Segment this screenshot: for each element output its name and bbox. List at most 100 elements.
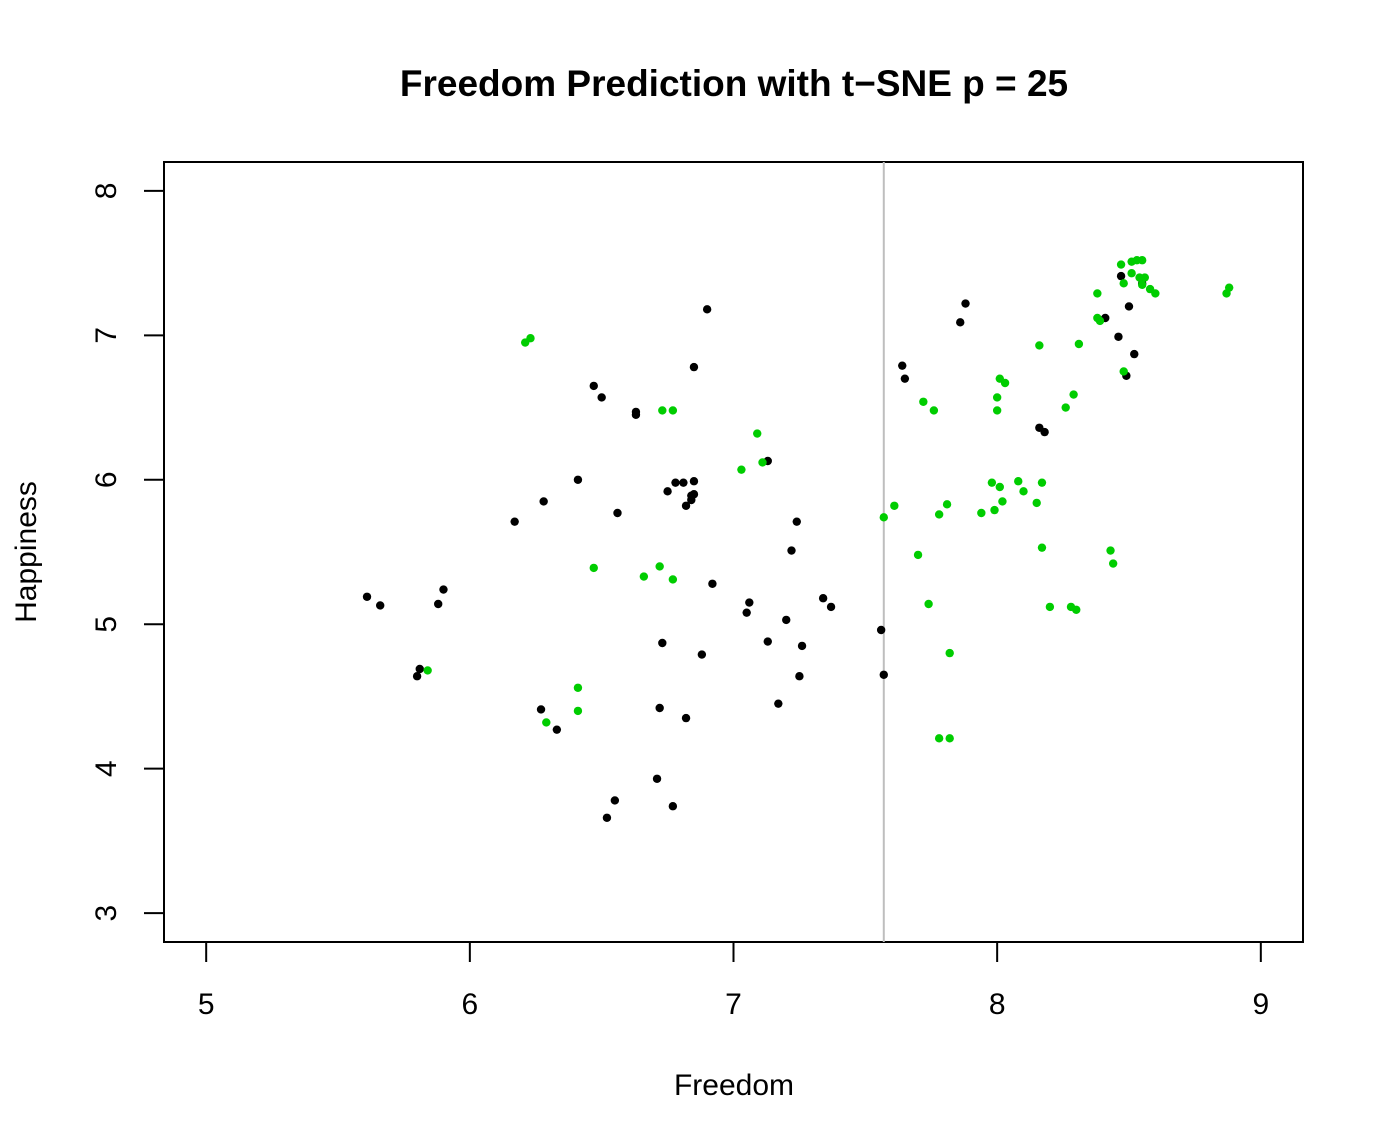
point-green [1072, 605, 1081, 614]
point-black [668, 802, 678, 811]
point-black [362, 592, 372, 601]
y-tick-label: 3 [90, 905, 123, 922]
point-green [668, 406, 678, 415]
point-green [737, 465, 746, 474]
point-black [671, 478, 680, 487]
point-black [1040, 427, 1049, 437]
point-black [439, 585, 448, 594]
point-black [689, 362, 699, 372]
point-green [1137, 280, 1147, 289]
x-tick-label: 8 [989, 988, 1006, 1021]
point-green [589, 563, 598, 573]
point-black [956, 318, 965, 327]
point-black [763, 637, 772, 646]
point-green [1035, 341, 1044, 350]
point-green [1061, 403, 1070, 412]
point-green [1116, 260, 1126, 269]
point-black [681, 501, 691, 510]
point-green [1045, 602, 1055, 612]
point-black [697, 650, 707, 659]
point-black [795, 672, 804, 681]
point-green [1019, 487, 1028, 496]
point-black [818, 594, 828, 603]
point-black [708, 579, 717, 588]
point-black [613, 508, 622, 518]
point-green [423, 666, 432, 675]
point-green [919, 397, 928, 406]
point-black [689, 477, 699, 486]
point-green [987, 478, 997, 487]
point-black [1130, 349, 1139, 359]
point-green [1032, 498, 1041, 508]
point-black [658, 638, 667, 648]
point-green [1137, 256, 1147, 265]
y-axis-label: Happiness [10, 481, 43, 623]
point-green [1140, 273, 1150, 282]
point-black [689, 490, 699, 499]
point-green [658, 406, 667, 415]
point-black [879, 670, 888, 679]
point-black [434, 599, 443, 609]
point-green [1106, 546, 1115, 555]
point-green [1224, 283, 1234, 292]
y-tick-label: 6 [90, 471, 123, 488]
point-black [774, 699, 783, 708]
point-green [998, 497, 1007, 506]
point-green [1119, 367, 1128, 376]
chart-title: Freedom Prediction with t−SNE p = 25 [400, 63, 1068, 104]
point-black [702, 305, 712, 314]
point-black [510, 517, 519, 526]
point-black [1114, 332, 1123, 341]
point-black [536, 705, 546, 714]
y-tick-label: 5 [90, 616, 123, 633]
point-black [412, 672, 422, 681]
point-green [655, 562, 664, 571]
point-green [1074, 339, 1084, 349]
point-black [415, 664, 424, 674]
point-green [1108, 559, 1118, 568]
point-green [992, 406, 1002, 415]
point-black [679, 478, 688, 487]
point-green [1095, 316, 1105, 326]
x-axis-label: Freedom [674, 1069, 794, 1102]
point-black [876, 625, 886, 635]
y-tick-label: 8 [90, 183, 123, 200]
y-tick-label: 4 [90, 760, 123, 777]
point-green [1119, 279, 1128, 288]
x-axis: 5 6 7 8 9 [198, 941, 1269, 1021]
y-tick-label: 7 [90, 327, 123, 344]
point-green [942, 500, 952, 509]
point-green [945, 648, 954, 658]
point-green [639, 572, 649, 581]
point-green [995, 482, 1004, 492]
point-green [913, 550, 923, 560]
point-green [990, 505, 999, 515]
point-green [758, 458, 767, 467]
point-black [589, 381, 598, 391]
point-green [1127, 269, 1136, 278]
point-green [1151, 289, 1160, 298]
plot-frame [163, 161, 1304, 943]
point-black [681, 713, 691, 723]
point-green [977, 508, 986, 518]
point-green [526, 334, 535, 343]
point-black [597, 393, 606, 402]
x-tick-label: 6 [461, 988, 478, 1021]
point-green [890, 501, 899, 510]
point-black [898, 361, 907, 370]
x-tick-label: 9 [1252, 988, 1269, 1021]
point-black [602, 813, 612, 822]
point-black [375, 601, 385, 610]
point-green [753, 429, 762, 438]
point-black [1116, 271, 1126, 281]
point-green [668, 575, 678, 584]
point-green [945, 734, 954, 743]
x-tick-label: 7 [725, 988, 742, 1021]
point-black [552, 725, 562, 734]
point-green [934, 510, 944, 519]
point-black [663, 487, 672, 496]
point-black [787, 546, 796, 555]
point-black [655, 703, 664, 713]
point-green [934, 734, 944, 743]
